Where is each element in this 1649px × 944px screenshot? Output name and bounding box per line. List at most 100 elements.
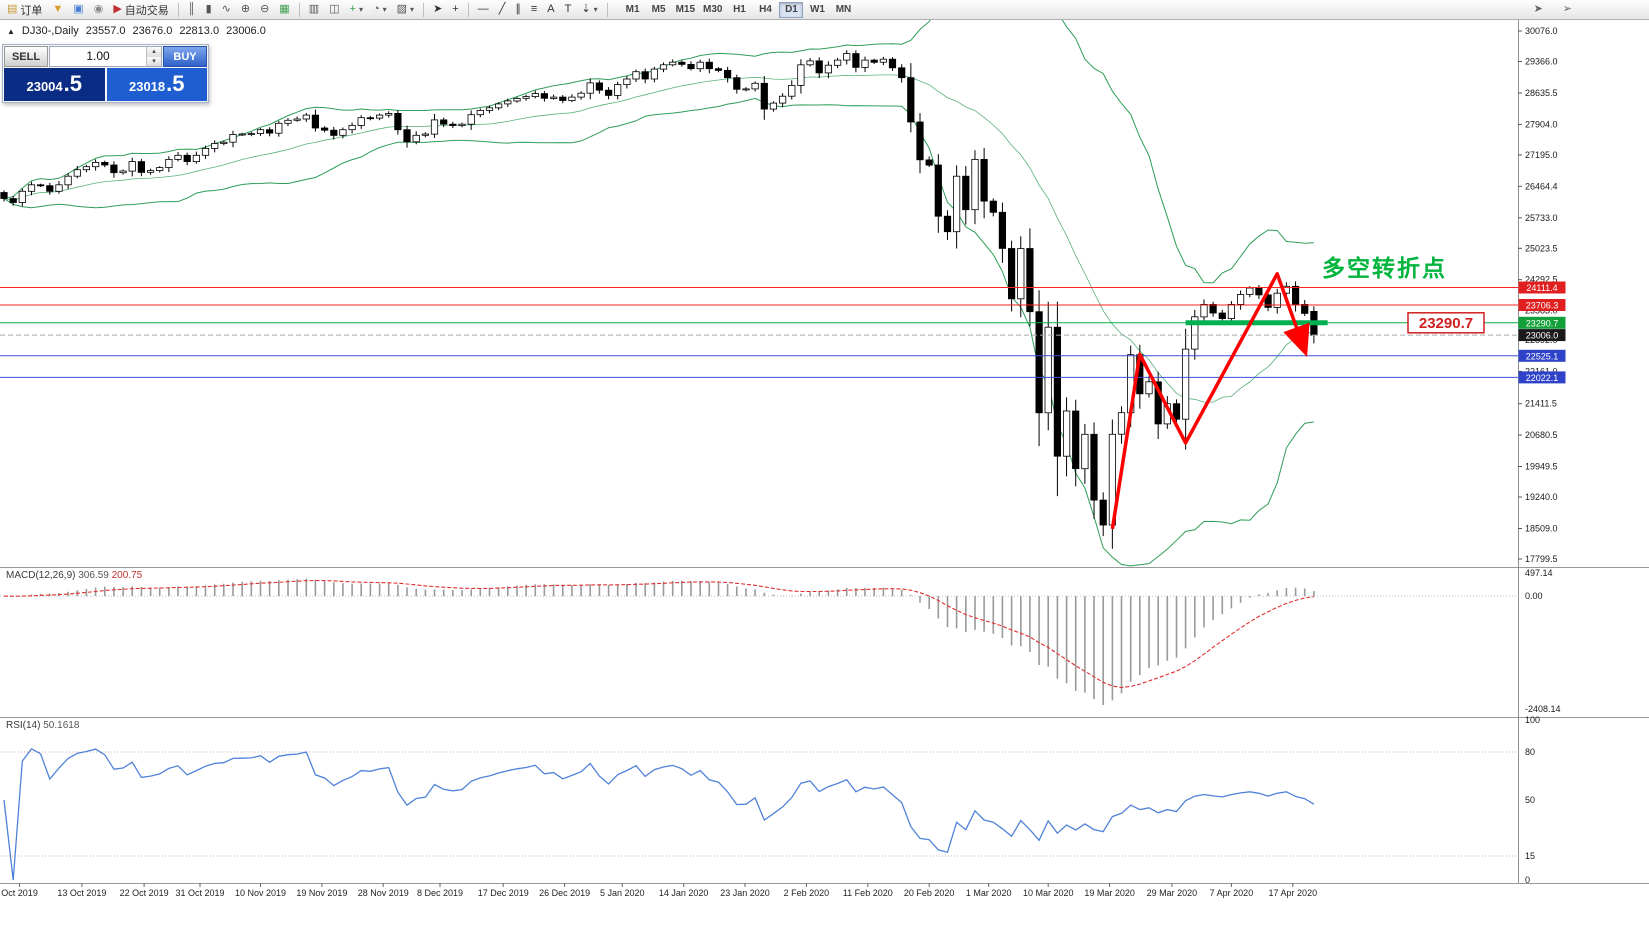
timeframe-h1-button[interactable]: H1 [727, 2, 751, 18]
panel-separators[interactable] [0, 567, 1649, 884]
tile-windows-button[interactable]: ▦ [275, 1, 293, 18]
svg-text:25733.0: 25733.0 [1525, 213, 1558, 223]
timeframe-m15-button[interactable]: M15 [673, 2, 698, 18]
date-axis[interactable]: Oct 2019 13 Oct 2019 22 Oct 2019 31 Oct 201… [1, 883, 1317, 898]
market-watch-button[interactable]: ▣ [69, 1, 87, 18]
crosshair-icon: + [452, 3, 459, 15]
cursor-icon: ➤ [433, 3, 443, 15]
market-watch-icon: ▣ [73, 3, 84, 15]
svg-text:23706.3: 23706.3 [1526, 300, 1559, 310]
svg-text:Oct 2019: Oct 2019 [1, 888, 38, 898]
svg-text:21411.5: 21411.5 [1525, 399, 1557, 409]
play-icon: ▶ [113, 3, 122, 15]
arrows-button[interactable]: ⇣ ▾ [577, 1, 601, 18]
candles-icon: ▮ [205, 3, 212, 15]
text-button[interactable]: A [543, 1, 558, 18]
svg-text:27195.0: 27195.0 [1525, 150, 1558, 160]
toolbar-separator [467, 2, 469, 17]
volume-value[interactable]: 1.00 [86, 49, 110, 63]
collapse-triangle-icon[interactable]: ▲ [7, 26, 15, 36]
chart-title: ▲ DJ30-,Daily 23557.0 23676.0 22813.0 23… [5, 25, 268, 37]
timeframe-m30-button[interactable]: M30 [700, 2, 725, 18]
svg-text:20680.5: 20680.5 [1525, 430, 1558, 440]
price-tags[interactable]: 24111.4 23706.3 23290.7 23006.0 22525.1 22022… [1518, 281, 1566, 384]
fibonacci-button[interactable]: ≡ [527, 1, 541, 18]
indicators-button[interactable]: + ▾ [346, 1, 367, 18]
svg-text:28635.5: 28635.5 [1525, 88, 1558, 98]
new-order-button-label: 订单 [20, 4, 43, 17]
chart-candles-button[interactable]: ▮ [202, 1, 216, 18]
svg-text:17799.5: 17799.5 [1525, 554, 1558, 564]
svg-text:27904.0: 27904.0 [1525, 119, 1558, 129]
channel-icon: ∥ [515, 3, 521, 15]
volume-field[interactable]: 1.00 ▴ ▾ [49, 46, 162, 67]
timeframe-w1-button[interactable]: W1 [805, 2, 829, 18]
hline-button[interactable]: — [474, 1, 493, 18]
svg-text:19240.0: 19240.0 [1525, 492, 1558, 502]
auto-trading-button-label: 自动交易 [124, 4, 169, 17]
trendline-button[interactable]: ╱ [495, 1, 510, 18]
svg-text:8 Dec 2019: 8 Dec 2019 [417, 888, 463, 898]
svg-text:5 Jan 2020: 5 Jan 2020 [600, 888, 645, 898]
pointer-icon: ➤ [1533, 3, 1543, 15]
auto-trading-button[interactable]: ▶ 自动交易 [109, 1, 172, 18]
window-select-button[interactable]: ➢ [1559, 1, 1576, 18]
price-label-box [1407, 312, 1485, 334]
timeframe-m1-button[interactable]: M1 [621, 2, 645, 18]
buy-price-button[interactable]: 23018 .5 [106, 68, 207, 101]
zoom-in-button[interactable]: ⊕ [237, 1, 254, 18]
caret-down-icon: ▾ [410, 5, 415, 14]
caret-down-icon: ▾ [382, 5, 387, 14]
toolbar-separator [423, 2, 425, 17]
svg-text:100: 100 [1525, 715, 1540, 725]
svg-text:0.00: 0.00 [1525, 591, 1543, 601]
new-order-button[interactable]: ▤ 订单 [3, 1, 46, 18]
data-window-button[interactable]: ◉ [90, 1, 108, 18]
label-button[interactable]: T [561, 1, 576, 18]
rsi-name: RSI(14) [6, 720, 41, 731]
chart-shift-icon: ◫ [329, 3, 340, 15]
zoom-out-button[interactable]: ⊖ [256, 1, 273, 18]
profiles-button[interactable]: ▼ [48, 1, 67, 18]
channel-button[interactable]: ∥ [511, 1, 525, 18]
svg-text:18509.0: 18509.0 [1525, 523, 1558, 533]
svg-text:23006.0: 23006.0 [1526, 331, 1559, 341]
toolbar-right-group: ➤ ➢ [1529, 1, 1577, 18]
chart-shift-button[interactable]: ◫ [325, 1, 343, 18]
level-lines[interactable] [0, 287, 1518, 378]
svg-text:0: 0 [1525, 875, 1530, 885]
timeframe-m5-button[interactable]: M5 [647, 2, 671, 18]
annotations-layer[interactable]: 多空转折点 23290.7 [1110, 255, 1485, 530]
svg-text:24292.5: 24292.5 [1525, 275, 1558, 285]
caret-down-icon: ▾ [593, 5, 598, 14]
timeframe-mn-button[interactable]: MN [831, 2, 855, 18]
sell-button[interactable]: SELL [4, 46, 48, 67]
periods-button[interactable]: ◔ ▾ [369, 1, 391, 18]
cursor-button[interactable]: ➤ [429, 1, 446, 18]
main-toolbar: ▤ 订单 ▼ ▣ ◉ ▶ 自动交易 ║ ▮ ∿ ⊕ ⊖ ▦ ▥ ◫ + ▾ ◔ ▾ ▨ ▾ ➤ + — ╱ ∥ ≡ A T ⇣ ▾ M1 M5 M… [0, 0, 1649, 20]
sell-price-button[interactable]: 23004 .5 [4, 68, 105, 101]
rsi-label: RSI(14) 50.1618 [4, 720, 82, 731]
chart-window: 多空转折点 23290.7 30076.0 29366.0 28635.5 27904.0… [0, 20, 1649, 944]
timeframe-d1-button[interactable]: D1 [779, 1, 804, 18]
chart-bars-button[interactable]: ║ [184, 1, 200, 18]
buy-button[interactable]: BUY [163, 46, 207, 67]
volume-up-icon[interactable]: ▴ [147, 47, 161, 57]
templates-button[interactable]: ▨ ▾ [393, 1, 418, 18]
chart-line-button[interactable]: ∿ [218, 1, 235, 18]
turning-point-note: 多空转折点 [1322, 255, 1447, 281]
svg-text:50: 50 [1525, 795, 1535, 805]
timeframe-h4-button[interactable]: H4 [753, 2, 777, 18]
buy-price-value: 23018 [128, 79, 166, 94]
svg-text:31 Oct 2019: 31 Oct 2019 [176, 888, 225, 898]
price-label-text: 23290.7 [1419, 315, 1473, 332]
crosshair-button[interactable]: + [448, 1, 462, 18]
svg-text:1 Mar 2020: 1 Mar 2020 [966, 888, 1012, 898]
window-cursor-button[interactable]: ➤ [1530, 1, 1547, 18]
chart-canvas[interactable]: 多空转折点 23290.7 30076.0 29366.0 28635.5 27904.0… [0, 20, 1649, 944]
sell-price-value: 23004 [26, 79, 63, 94]
volume-down-icon[interactable]: ▾ [147, 56, 161, 66]
line-icon: ∿ [221, 3, 231, 15]
auto-scroll-button[interactable]: ▥ [305, 1, 323, 18]
clock-icon: ◔ [372, 3, 380, 15]
